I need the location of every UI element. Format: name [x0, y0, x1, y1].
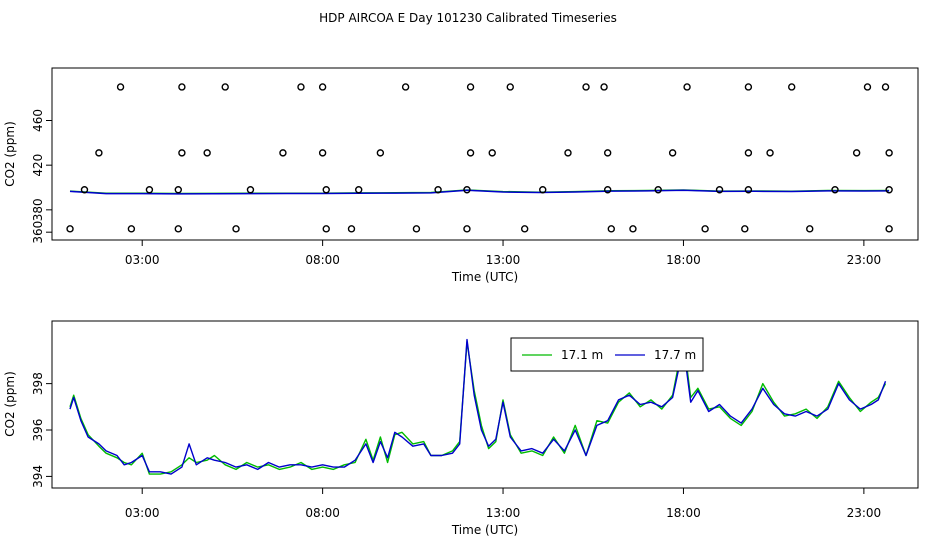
scatter-point — [297, 83, 305, 91]
bottom-panel: 03:00 08:00 13:00 18:00 23:00 394 396 398 Time… — [3, 320, 919, 537]
chart-title: HDP AIRCOA E Day 101230 Calibrated Times… — [319, 11, 617, 25]
scatter-point — [174, 225, 182, 233]
scatter-point — [355, 186, 363, 194]
top-plot-frame — [51, 67, 919, 241]
scatter-point — [318, 83, 327, 91]
legend-label-17-7: 17.7 m — [654, 348, 696, 362]
scatter-point — [668, 149, 677, 157]
scatter-point — [322, 225, 330, 233]
scatter-point — [885, 186, 893, 194]
top-y-axis-label: CO2 (ppm) — [3, 121, 17, 187]
scatter-point — [221, 83, 229, 91]
scatter-point — [607, 225, 615, 233]
scatter-point — [246, 186, 255, 194]
bottom-x-tick-label: 03:00 — [125, 506, 160, 520]
scatter-point — [539, 186, 547, 194]
scatter-point — [788, 83, 796, 91]
scatter-point — [885, 149, 893, 157]
scatter-point — [178, 83, 186, 91]
scatter-point — [603, 149, 612, 157]
scatter-point — [744, 186, 753, 194]
scatter-point — [412, 225, 421, 233]
scatter-point — [741, 225, 749, 233]
bottom-y-tick-label: 398 — [31, 372, 45, 395]
scatter-point — [322, 186, 330, 194]
bottom-x-axis: 03:00 08:00 13:00 18:00 23:00 — [125, 488, 881, 520]
scatter-point — [654, 186, 662, 194]
scatter-point — [279, 149, 287, 157]
scatter-point — [600, 83, 608, 91]
scatter-point — [629, 225, 637, 233]
scatter-point — [318, 149, 327, 157]
bottom-x-tick-label: 23:00 — [847, 506, 882, 520]
bottom-y-axis-label: CO2 (ppm) — [3, 371, 17, 437]
scatter-point — [885, 225, 893, 233]
top-x-tick-label: 18:00 — [666, 253, 701, 267]
top-y-tick-label: 360 — [31, 221, 45, 244]
scatter-point — [145, 186, 154, 194]
legend: 17.1 m 17.7 m — [510, 337, 704, 372]
bottom-y-tick-label: 394 — [31, 465, 45, 488]
scatter-point — [766, 149, 774, 157]
bottom-x-tick-label: 18:00 — [666, 506, 701, 520]
scatter-point — [831, 186, 839, 194]
scatter-point — [463, 186, 471, 194]
top-x-tick-label: 13:00 — [486, 253, 521, 267]
scatter-point — [744, 83, 753, 91]
scatter-point — [376, 149, 385, 157]
scatter-point — [582, 83, 590, 91]
scatter-point — [232, 225, 240, 233]
bottom-x-axis-label: Time (UTC) — [451, 523, 518, 537]
bottom-plot-frame — [51, 320, 919, 489]
top-y-tick-label: 420 — [31, 154, 45, 177]
top-x-tick-label: 08:00 — [305, 253, 340, 267]
top-series-lines — [69, 189, 890, 195]
scatter-point — [401, 83, 410, 91]
scatter-point — [863, 83, 872, 91]
top-x-axis-label: Time (UTC) — [451, 270, 518, 284]
scatter-point — [466, 83, 475, 91]
bottom-y-tick-label: 396 — [31, 419, 45, 442]
top-x-axis: 03:00 08:00 13:00 18:00 23:00 — [125, 240, 881, 267]
scatter-point — [80, 186, 89, 194]
scatter-point — [506, 83, 514, 91]
scatter-point — [178, 149, 186, 157]
scatter-point — [603, 186, 612, 194]
bottom-x-tick-label: 13:00 — [486, 506, 521, 520]
scatter-point — [466, 149, 475, 157]
scatter-point — [488, 149, 496, 157]
top-scatter-points — [66, 83, 893, 233]
scatter-point — [347, 225, 356, 233]
scatter-point — [701, 225, 709, 233]
top-y-tick-label: 380 — [31, 198, 45, 221]
top-series-17-7-line — [69, 189, 890, 195]
bottom-x-tick-label: 08:00 — [305, 506, 340, 520]
scatter-point — [434, 186, 442, 194]
scatter-point — [806, 225, 814, 233]
series-17-7-line — [69, 338, 887, 475]
bottom-y-axis: 394 396 398 — [31, 372, 52, 488]
bottom-series-lines — [69, 338, 887, 475]
scatter-point — [881, 83, 890, 91]
scatter-point — [203, 149, 211, 157]
top-y-tick-label: 460 — [31, 109, 45, 132]
top-x-tick-label: 03:00 — [125, 253, 160, 267]
top-x-tick-label: 23:00 — [847, 253, 882, 267]
scatter-point — [715, 186, 724, 194]
scatter-point — [852, 149, 861, 157]
scatter-point — [116, 83, 125, 91]
scatter-point — [564, 149, 572, 157]
scatter-point — [95, 149, 103, 157]
scatter-point — [683, 83, 691, 91]
scatter-point — [127, 225, 136, 233]
scatter-point — [463, 225, 471, 233]
scatter-point — [66, 225, 74, 233]
scatter-point — [174, 186, 182, 194]
legend-label-17-1: 17.1 m — [561, 348, 603, 362]
scatter-point — [744, 149, 753, 157]
scatter-point — [520, 225, 529, 233]
